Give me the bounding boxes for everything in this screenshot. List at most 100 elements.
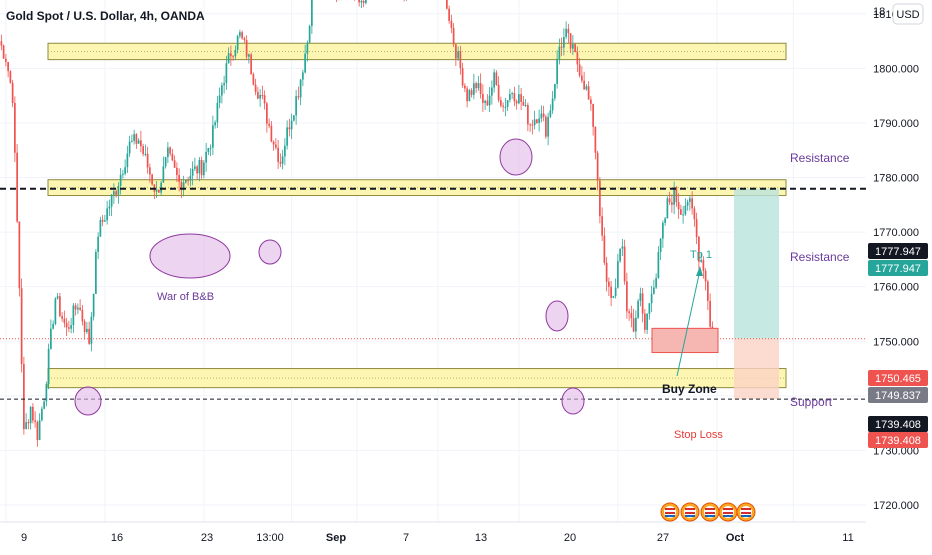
candle [451,15,453,33]
candle-body [624,247,626,282]
candle-body [482,94,484,103]
candle-body [453,28,455,44]
candle [7,62,9,77]
candle-body [307,43,309,54]
candle-body [235,50,237,56]
candle-body [255,85,257,92]
candle-body [277,148,279,162]
candle-body [205,152,207,162]
candle-body [651,294,653,303]
candle [448,6,450,24]
candle-body [682,214,684,215]
event-flag-icon[interactable] [737,503,755,521]
price-marker-red: 1739.408 [868,432,928,448]
candle-body [507,100,509,107]
event-flag-icon[interactable] [661,503,679,521]
candle [145,145,147,157]
candle-body [311,0,313,26]
candle [635,310,637,338]
price-marker-red: 1750.465 [868,370,928,386]
candle [406,0,408,1]
candle [102,215,104,226]
candle-body [273,142,275,145]
candle-body [646,314,648,330]
candle [176,162,178,182]
candle-body [511,93,513,94]
candle [194,158,196,171]
candle [662,220,664,247]
candle-body [556,59,558,84]
economic-event-icons[interactable] [661,503,755,521]
candle-body [309,26,311,43]
y-tick-label: 1790.000 [873,118,919,130]
candle-body [536,119,538,123]
candle [644,309,646,334]
candle-body [601,216,603,235]
candle [590,96,592,111]
candle-body [694,208,696,219]
candle [104,215,106,222]
candle [286,120,288,149]
candle [604,227,606,265]
candle-body [122,174,124,175]
currency-button[interactable]: USD [893,4,923,24]
event-flag-icon[interactable] [701,503,719,521]
candle [34,411,36,428]
candle [667,196,669,218]
label-support: Support [790,395,833,409]
candle-body [451,21,453,28]
candle-body [703,260,705,271]
candle-body [295,96,297,115]
candle-body [196,167,198,174]
candle-body [293,115,295,120]
candle-body [210,148,212,149]
candle [709,293,711,330]
candle [41,406,43,421]
candle-body [687,202,689,206]
candle-body [685,206,687,215]
candle [565,21,567,39]
candle [253,73,255,86]
candle [617,254,619,289]
price-marker-label: 1739.408 [875,435,921,447]
candle-body [300,80,302,98]
label-war-of-bb: War of B&B [157,291,214,303]
candle-body [163,166,165,182]
candle [208,148,210,155]
candle-body [68,327,70,328]
candle-body [190,176,192,181]
candle [226,56,228,90]
candle [82,305,84,325]
candle-body [140,140,142,146]
candle [471,88,473,97]
candle [43,398,45,409]
event-flag-stripe [723,515,733,517]
stop-area [734,339,779,399]
candle [489,87,491,112]
candle-body [572,44,574,48]
candle [491,80,493,104]
candle [289,119,291,137]
candle [138,138,140,144]
candle-body [653,287,655,293]
candle-body [3,45,5,58]
candle-body [628,311,630,313]
candle-body [484,101,486,103]
candle [79,299,81,311]
candle [91,312,93,351]
candle [628,309,630,321]
candle [131,135,133,143]
event-flag-icon[interactable] [719,503,737,521]
candle [264,90,266,109]
label-tp1: Tp 1 [690,249,712,261]
candle-body [502,106,504,107]
candle-body [102,220,104,222]
candle [403,0,405,1]
price-marker-label: 1750.465 [875,373,921,385]
candle [255,79,257,95]
event-flag-stripe [665,508,675,510]
candle [109,200,111,216]
event-flag-icon[interactable] [681,503,699,521]
